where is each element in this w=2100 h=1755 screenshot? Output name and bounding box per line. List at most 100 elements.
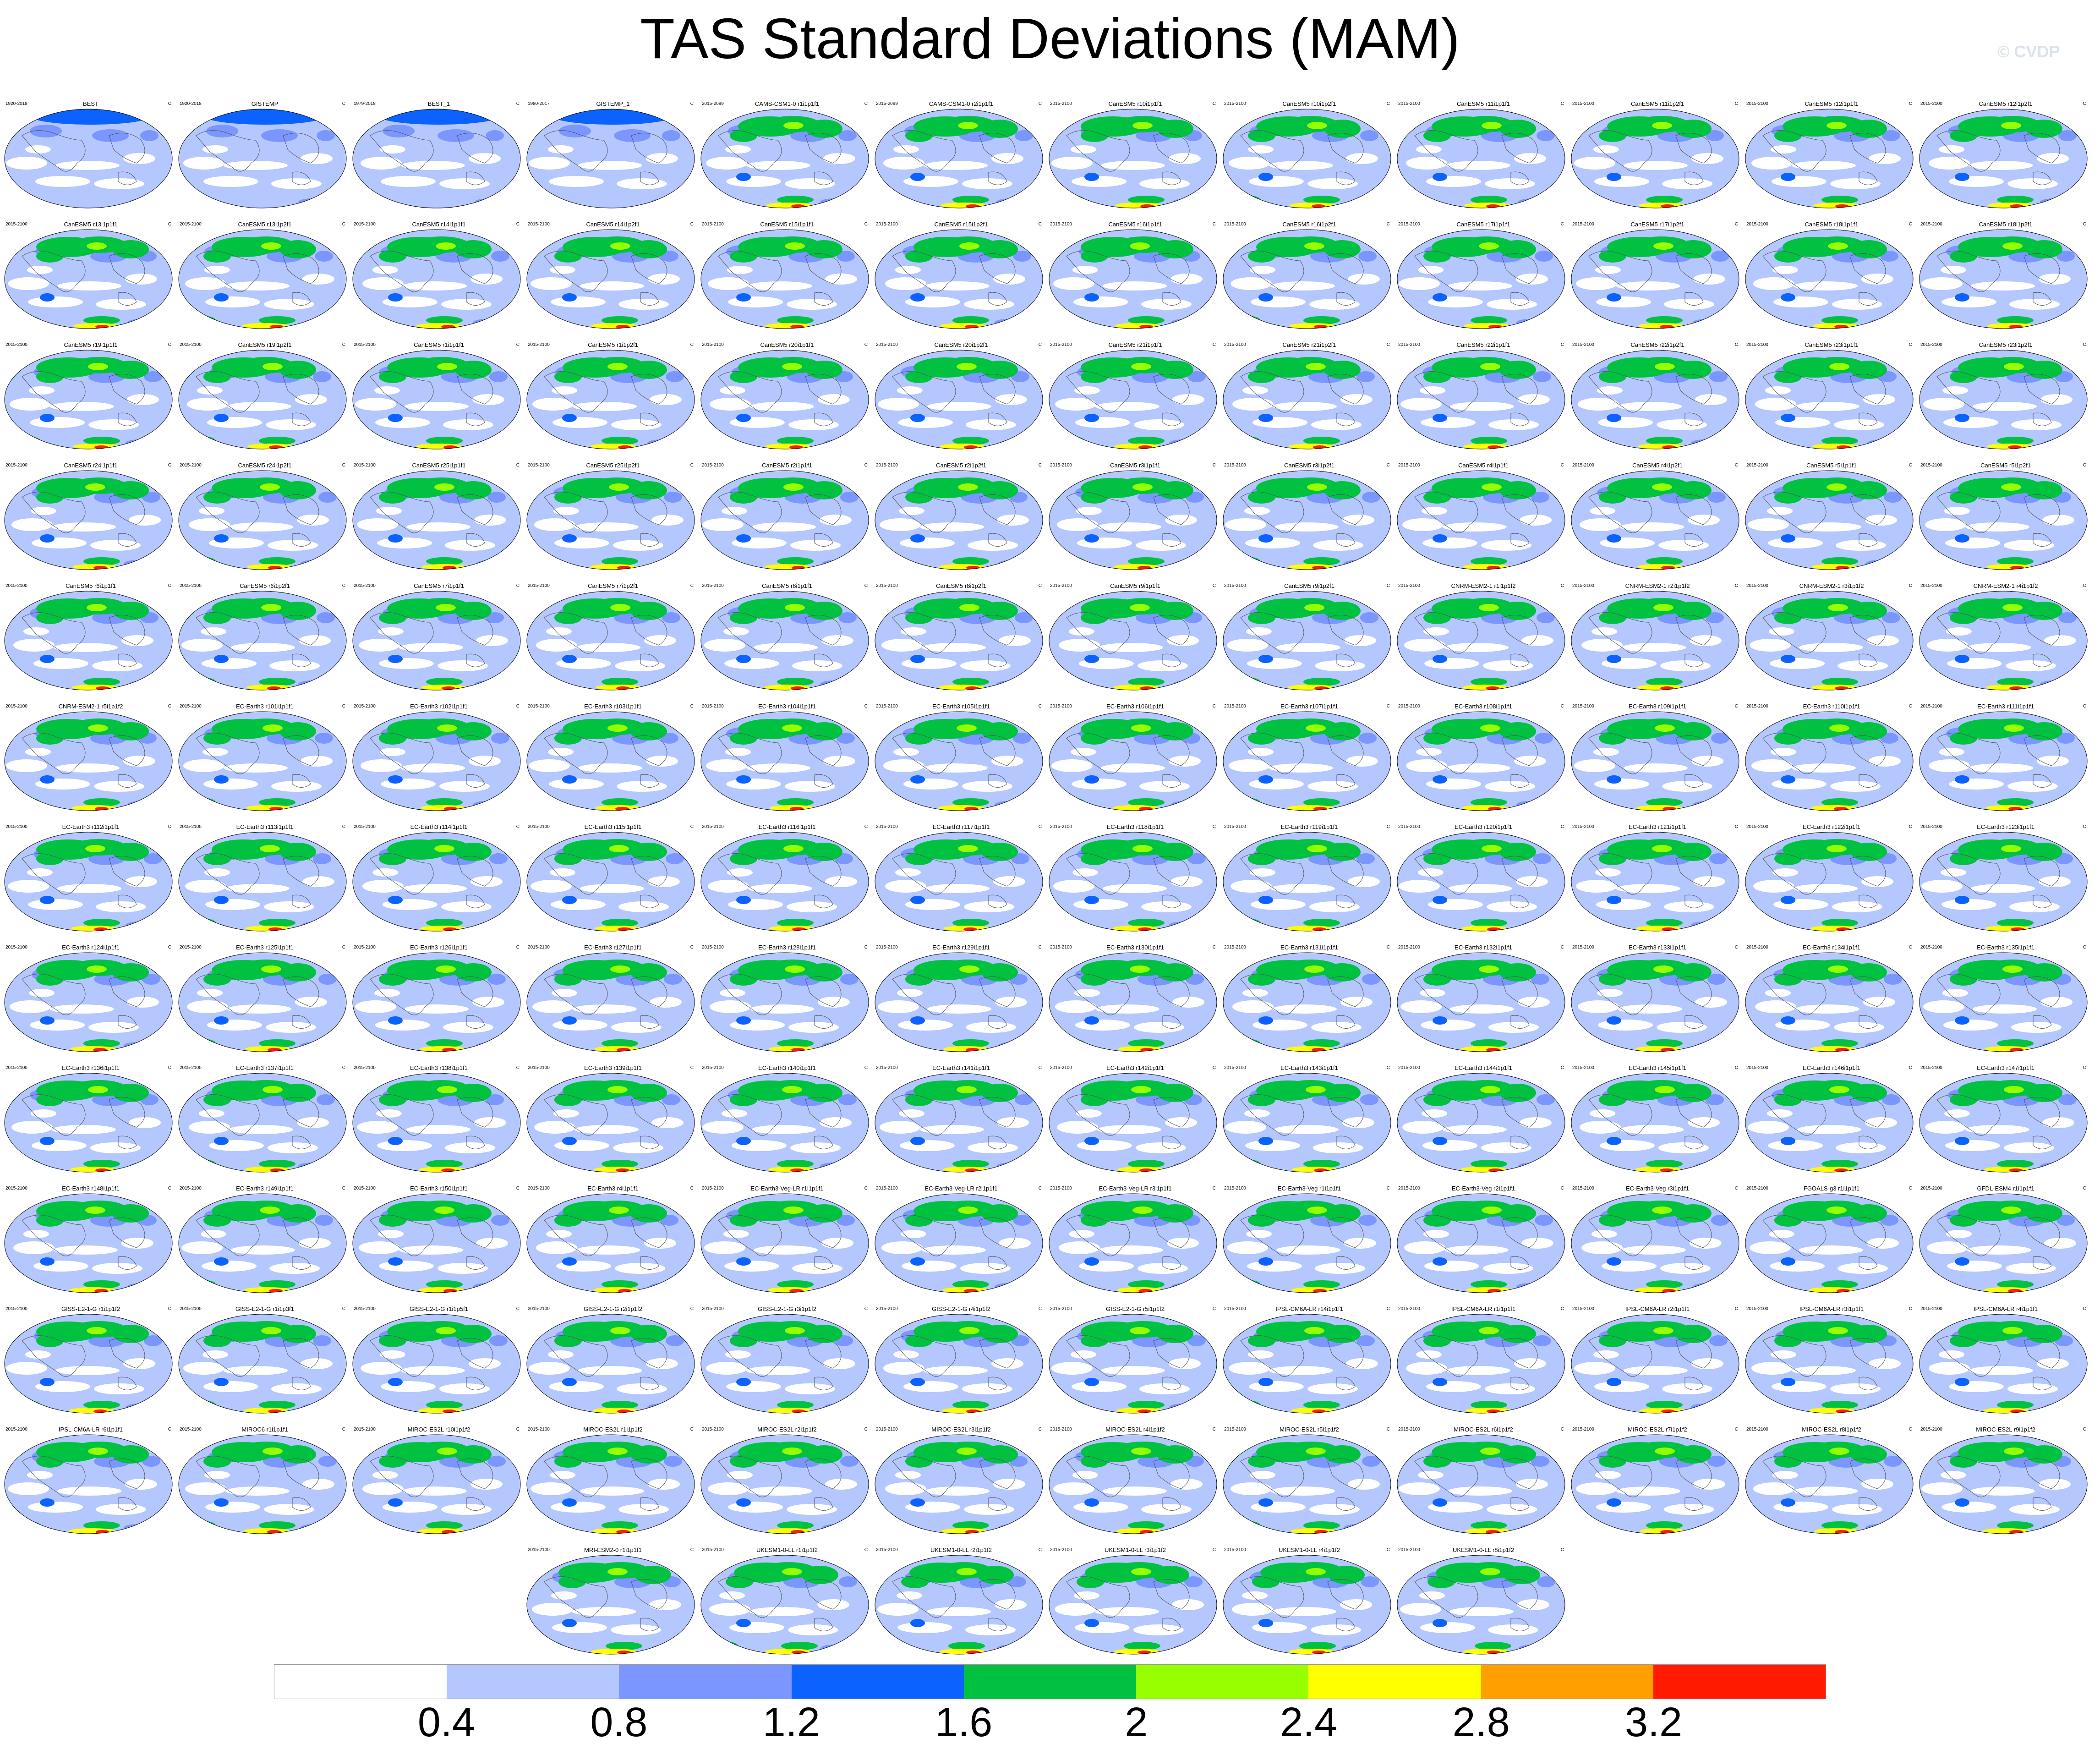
panel-title: EC-Earth3 r107i1p1f1 [1280, 703, 1338, 710]
panel-units: C [1734, 463, 1738, 468]
figure-title: TAS Standard Deviations (MAM) [640, 7, 1460, 71]
panel-units: C [168, 222, 171, 227]
panel-units: C [1386, 824, 1390, 829]
map-panel: 2015-2100 EC-Earth3 r130i1p1f1 C [1048, 944, 1222, 1065]
panel-title: IPSL-CM6A-LR r4i1p1f1 [1973, 1305, 2038, 1312]
panel-units: C [1212, 463, 1216, 468]
panel-title: EC-Earth3 r128i1p1f1 [758, 944, 816, 951]
map-plot [4, 952, 173, 1052]
panel-period: 2015-2100 [5, 945, 27, 950]
map-panel: 1920-2018 BEST C [4, 100, 178, 221]
panel-period: 2015-2100 [1746, 583, 1768, 588]
panel-title: CanESM5 r5i1p1f1 [1806, 462, 1857, 469]
map-panel: 2015-2100 EC-Earth3 r133i1p1f1 C [1570, 944, 1745, 1065]
map-panel: 2015-2100 EC-Earth3 r112i1p1f1 C [4, 823, 178, 944]
panel-period: 2015-2100 [1572, 1065, 1594, 1070]
panel-units: C [1212, 945, 1216, 950]
panel-units: C [1212, 342, 1216, 347]
map-panel: 2015-2100 EC-Earth3 r123i1p1f1 C [1919, 823, 2093, 944]
panel-units: C [516, 1427, 520, 1432]
map-plot [1919, 591, 2088, 691]
map-plot [875, 229, 1043, 329]
map-panel: 2015-2100 EC-Earth3 r117i1p1f1 C [874, 823, 1048, 944]
panel-period: 2015-2100 [354, 945, 376, 950]
map-panel: 2015-2100 EC-Earth3 r142i1p1f1 C [1048, 1064, 1222, 1185]
map-plot [1223, 1434, 1391, 1534]
panel-title: EC-Earth3 r143i1p1f1 [1280, 1064, 1338, 1071]
map-plot [1397, 711, 1565, 811]
panel-units: C [1909, 342, 1912, 347]
panel-period: 2015-2100 [1224, 1427, 1246, 1432]
panel-title: CanESM5 r4i1p2f1 [1632, 462, 1683, 469]
panel-title: CanESM5 r20i1p2f1 [934, 341, 988, 348]
panel-period: 2015-2100 [1746, 945, 1768, 950]
panel-period: 1920-2018 [180, 101, 202, 106]
panel-period: 2015-2100 [528, 1065, 550, 1070]
panel-units: C [1212, 583, 1216, 588]
map-plot [1745, 591, 1914, 691]
map-plot [4, 832, 173, 932]
panel-title: CanESM5 r7i1p1f1 [414, 582, 464, 589]
map-plot [178, 591, 347, 691]
panel-title: IPSL-CM6A-LR r3i1p1f1 [1799, 1305, 1864, 1312]
map-panel: 2015-2100 EC-Earth3 r118i1p1f1 C [1048, 823, 1222, 944]
panel-units: C [1386, 1547, 1390, 1552]
panel-period: 2015-2100 [1050, 1186, 1072, 1191]
map-plot [1049, 109, 1217, 208]
panel-title: CanESM5 r5i1p2f1 [1980, 462, 2031, 469]
panel-units: C [516, 824, 520, 829]
panel-units: C [1734, 704, 1738, 709]
panel-units: C [168, 101, 171, 106]
map-panel: 2015-2100 EC-Earth3 r146i1p1f1 C [1745, 1064, 1919, 1185]
panel-units: C [690, 583, 694, 588]
panel-period: 2015-2100 [1224, 1065, 1246, 1070]
panel-title: EC-Earth3 r106i1p1f1 [1106, 703, 1164, 710]
map-panel: 2015-2100 EC-Earth3 r143i1p1f1 C [1222, 1064, 1396, 1185]
map-panel: 2015-2100 CanESM5 r1i1p2f1 C [526, 341, 700, 462]
panel-units: C [864, 342, 868, 347]
colorbar-swatch [1481, 1665, 1653, 1699]
panel-title: CanESM5 r14i1p1f1 [412, 221, 466, 228]
map-panel: 2015-2100 UKESM1-0-LL r1i1p1f2 C [700, 1547, 874, 1667]
panel-title: UKESM1-0-LL r8i1p1f2 [1453, 1547, 1514, 1553]
panel-units: C [864, 824, 868, 829]
map-plot [178, 1193, 347, 1293]
panel-period: 2015-2100 [1920, 1065, 1942, 1070]
map-panel: 2015-2100 CNRM-ESM2-1 r3i1p1f2 C [1745, 582, 1919, 703]
map-panel: 2015-2100 CNRM-ESM2-1 r4i1p1f2 C [1919, 582, 2093, 703]
map-panel: 2015-2100 IPSL-CM6A-LR r2i1p1f1 C [1570, 1305, 1745, 1426]
panel-units: C [1212, 1306, 1216, 1311]
map-plot [1745, 1314, 1914, 1414]
panel-period: 2015-2100 [1224, 1186, 1246, 1191]
map-plot [526, 1314, 695, 1414]
map-panel: 2015-2100 CanESM5 r18i1p1f1 C [1745, 221, 1919, 342]
map-plot [4, 470, 173, 570]
panel-period: 2015-2100 [702, 342, 724, 347]
map-panel: 2015-2100 EC-Earth3 r121i1p1f1 C [1570, 823, 1745, 944]
panel-units: C [516, 1306, 520, 1311]
panel-period: 2015-2100 [1050, 463, 1072, 468]
map-plot [700, 1555, 869, 1655]
panel-units: C [1560, 101, 1564, 106]
map-panel: 2015-2100 GISS-E2-1-G r1i1p1f2 C [4, 1305, 178, 1426]
panel-period: 2015-2100 [1920, 704, 1942, 709]
map-panel: 2015-2100 MIROC-ES2L r8i1p1f2 C [1745, 1426, 1919, 1547]
map-plot [1397, 109, 1565, 208]
watermark: © CVDP [1997, 42, 2060, 61]
panel-title: EC-Earth3 r138i1p1f1 [410, 1064, 468, 1071]
map-plot [1919, 711, 2088, 811]
panel-title: EC-Earth3 r108i1p1f1 [1455, 703, 1512, 710]
panel-title: CNRM-ESM2-1 r1i1p1f2 [1451, 582, 1516, 589]
panel-units: C [1212, 824, 1216, 829]
panel-title: CanESM5 r12i1p1f1 [1805, 100, 1859, 107]
panel-units: C [168, 824, 171, 829]
map-plot [1571, 711, 1739, 811]
map-plot [700, 711, 869, 811]
panel-period: 2015-2100 [1050, 101, 1072, 106]
panel-period: 2015-2099 [702, 101, 724, 106]
panel-title: EC-Earth3 r134i1p1f1 [1803, 944, 1860, 951]
map-plot [1223, 1073, 1391, 1173]
panel-units: C [690, 945, 694, 950]
panel-units: C [1909, 583, 1912, 588]
map-plot [178, 832, 347, 932]
